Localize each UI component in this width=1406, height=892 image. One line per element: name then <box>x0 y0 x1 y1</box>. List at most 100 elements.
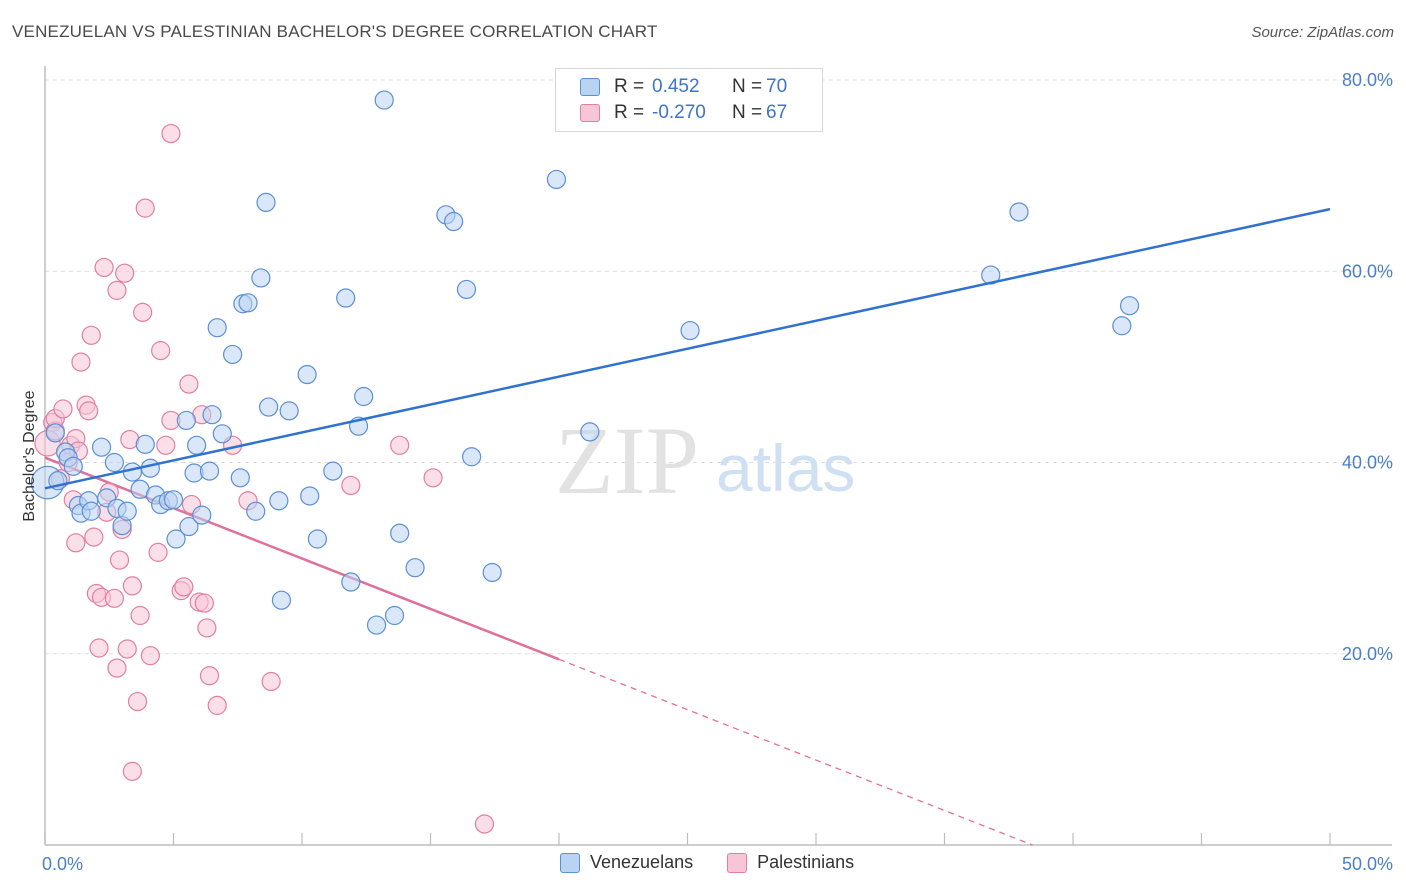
data-point <box>81 501 101 521</box>
blue-swatch <box>560 852 580 873</box>
legend-r-label: R = <box>614 76 645 97</box>
data-point <box>84 527 104 547</box>
data-point <box>323 461 343 481</box>
legend-r-value: -0.270 <box>652 102 706 123</box>
data-point <box>271 590 292 610</box>
data-point <box>256 192 276 212</box>
data-point <box>1009 202 1029 222</box>
y-tick-label: 80.0% <box>1342 70 1393 90</box>
data-point <box>66 533 86 553</box>
data-point <box>341 572 361 592</box>
legend-r-value: 0.452 <box>652 76 700 97</box>
data-point <box>89 638 109 658</box>
data-point <box>166 529 186 549</box>
data-point <box>148 542 168 562</box>
data-point <box>199 461 220 481</box>
data-point <box>223 344 243 365</box>
blue-swatch <box>580 78 600 96</box>
data-point <box>354 386 374 407</box>
data-point <box>279 401 299 421</box>
legend-n-value: 70 <box>766 76 788 97</box>
data-point <box>405 558 425 578</box>
data-point <box>307 529 328 549</box>
data-point <box>384 605 405 626</box>
legend-item-palestinians: Palestinians <box>727 852 854 873</box>
data-point <box>109 550 130 570</box>
y-tick-label: 60.0% <box>1342 261 1393 281</box>
data-point <box>79 401 99 421</box>
data-point <box>199 666 220 686</box>
data-point <box>63 456 83 476</box>
data-point <box>456 279 477 300</box>
series-legend: Venezuelans Palestinians <box>560 852 888 873</box>
grid-lines <box>45 79 1392 655</box>
palestinians-points <box>34 123 495 834</box>
y-tick-label: 40.0% <box>1342 453 1393 473</box>
data-point <box>161 123 181 144</box>
data-point <box>390 523 410 543</box>
data-point <box>212 424 232 444</box>
data-point <box>71 352 91 372</box>
data-point <box>133 302 153 322</box>
tick-labels: 20.0% 40.0% 60.0% 80.0% 0.0% 50.0% <box>42 70 1393 874</box>
data-point <box>122 462 142 482</box>
data-point <box>680 320 700 341</box>
data-point <box>140 646 160 666</box>
trend-line-extension <box>558 658 1033 846</box>
data-point <box>444 211 464 232</box>
legend-item-venezuelans: Venezuelans <box>560 852 693 873</box>
legend-n-label: N = <box>732 102 763 123</box>
data-point <box>130 605 150 626</box>
venezuelans-points <box>30 90 1140 635</box>
data-point <box>261 671 281 692</box>
data-point <box>474 814 495 834</box>
stats-legend: R = 0.452 N = 70 R = -0.270 N = 67 <box>555 68 823 132</box>
data-point <box>194 593 214 613</box>
data-point <box>390 435 410 455</box>
data-point <box>300 486 320 506</box>
legend-label: Venezuelans <box>590 852 694 872</box>
legend-row-venezuelans: R = 0.452 N = 70 <box>580 74 787 100</box>
data-point <box>197 618 217 638</box>
data-point <box>117 501 137 521</box>
trend-line <box>44 456 560 661</box>
legend-label: Palestinians <box>757 852 855 872</box>
legend-r-label: R = <box>614 102 645 123</box>
data-point <box>269 491 289 511</box>
data-point <box>122 761 142 781</box>
data-point <box>156 435 176 455</box>
legend-n-label: N = <box>732 76 763 97</box>
y-tick-label: 20.0% <box>1342 644 1393 664</box>
data-point <box>336 288 356 308</box>
pink-swatch <box>727 852 748 873</box>
legend-row-palestinians: R = -0.270 N = 67 <box>580 100 787 126</box>
data-point <box>176 410 196 431</box>
data-point <box>251 268 271 288</box>
data-point <box>81 325 101 345</box>
data-point <box>202 405 222 425</box>
trend-line <box>44 207 1331 490</box>
data-point <box>127 691 148 712</box>
data-point <box>1112 316 1132 336</box>
data-point <box>580 422 600 442</box>
data-point <box>53 399 73 419</box>
data-point <box>374 90 394 110</box>
data-point <box>546 169 567 190</box>
data-point <box>482 562 502 583</box>
data-point <box>163 490 184 510</box>
data-point <box>91 437 112 457</box>
data-point <box>187 435 207 455</box>
data-point <box>135 434 155 454</box>
data-point <box>246 501 266 521</box>
watermark-atlas: atlas <box>716 431 855 505</box>
palestinians-trend <box>44 456 1033 846</box>
source-label: Source: ZipAtlas.com <box>1251 24 1394 41</box>
data-point <box>192 505 212 525</box>
data-point <box>107 658 127 678</box>
watermark-zip: ZIP <box>555 407 699 514</box>
data-point <box>297 364 317 385</box>
x-tick-label: 50.0% <box>1342 854 1393 874</box>
data-point <box>258 397 279 417</box>
data-point <box>104 588 124 608</box>
data-point <box>115 263 135 283</box>
